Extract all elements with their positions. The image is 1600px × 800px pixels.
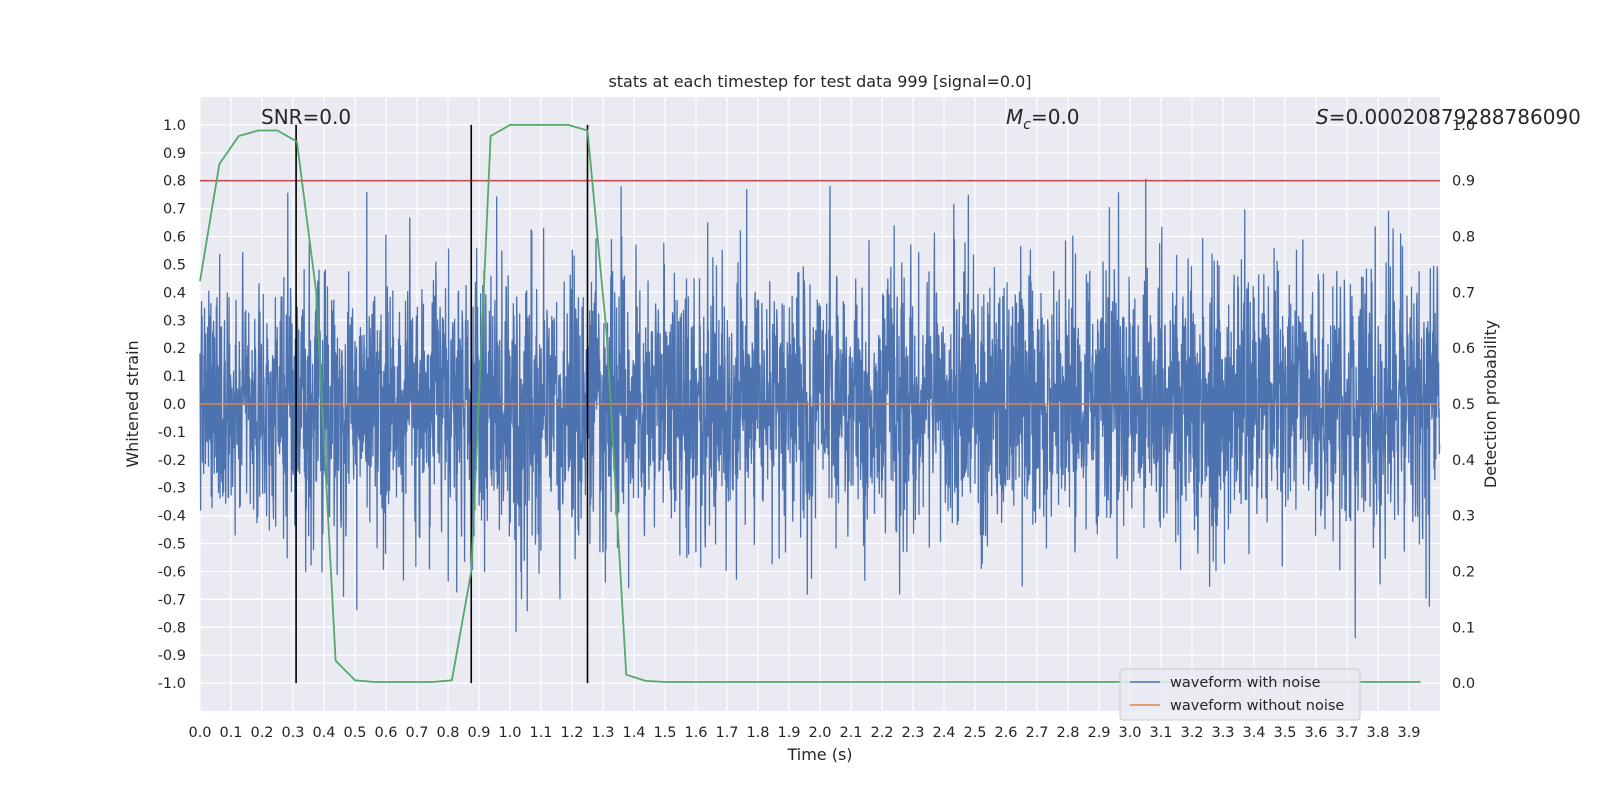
- x-tick-label: 2.8: [1056, 725, 1079, 741]
- y-tick-label: 0.4: [163, 285, 186, 301]
- x-tick-label: 1.7: [715, 725, 738, 741]
- y2-tick-label: 0.0: [1452, 676, 1475, 692]
- waveform-with-noise-path: [199, 178, 1441, 639]
- y2-tick-label: 0.2: [1452, 564, 1475, 580]
- y-tick-label: -0.9: [158, 648, 186, 664]
- y-tick-label: 1.0: [163, 118, 186, 134]
- snr-annotation: SNR=0.0: [261, 105, 351, 129]
- s-value: =0.00020879288786090: [1329, 105, 1581, 129]
- mc-symbol: M: [1006, 105, 1023, 129]
- x-tick-label: 0.7: [405, 725, 428, 741]
- x-tick-label: 0.9: [467, 725, 490, 741]
- x-tick-label: 2.6: [994, 725, 1017, 741]
- x-tick-label: 1.4: [622, 725, 645, 741]
- legend-box: [1119, 668, 1361, 721]
- y-tick-label: -0.6: [158, 564, 186, 580]
- x-tick-label: 0.0: [188, 725, 211, 741]
- y-tick-label: -0.3: [158, 481, 186, 497]
- x-tick-label: 1.0: [498, 725, 521, 741]
- y2-tick-label: 0.4: [1452, 453, 1475, 469]
- x-tick-label: 2.4: [932, 725, 955, 741]
- y-tick-label: 0.8: [163, 174, 186, 190]
- x-tick-label: 3.9: [1397, 725, 1420, 741]
- y-tick-label: -1.0: [158, 676, 186, 692]
- x-tick-label: 3.0: [1118, 725, 1141, 741]
- x-tick-label: 2.2: [870, 725, 893, 741]
- y2-axis-ticks: 1.0 0.9 0.8 0.7 0.6 0.5 0.4 0.3 0.2 0.1 0.0: [1452, 118, 1475, 692]
- y2-tick-label: 0.5: [1452, 397, 1475, 413]
- x-tick-label: 3.1: [1149, 725, 1172, 741]
- y2-tick-label: 0.8: [1452, 230, 1475, 246]
- x-tick-label: 1.9: [777, 725, 800, 741]
- x-tick-label: 1.5: [653, 725, 676, 741]
- x-tick-label: 2.3: [901, 725, 924, 741]
- y2-axis-label: Detection probability: [1481, 320, 1500, 488]
- y-tick-label: 0.6: [163, 230, 186, 246]
- x-tick-label: 2.0: [808, 725, 831, 741]
- mc-annotation: Mc=0.0: [1006, 105, 1080, 133]
- chart-title: stats at each timestep for test data 999…: [608, 72, 1031, 91]
- x-tick-label: 3.8: [1366, 725, 1389, 741]
- x-tick-label: 3.2: [1180, 725, 1203, 741]
- vertical-markers: [295, 124, 589, 684]
- y-tick-label: 0.2: [163, 341, 186, 357]
- y-tick-label: 0.1: [163, 369, 186, 385]
- x-tick-label: 1.2: [560, 725, 583, 741]
- mc-subscript: c: [1023, 117, 1031, 133]
- y-tick-label: 0.0: [163, 397, 186, 413]
- x-tick-label: 0.1: [219, 725, 242, 741]
- x-tick-label: 0.6: [374, 725, 397, 741]
- x-tick-label: 2.9: [1087, 725, 1110, 741]
- y-axis-ticks: 1.0 0.9 0.8 0.7 0.6 0.5 0.4 0.3 0.2 0.1 0.0 -0.1 -0.…: [158, 118, 186, 692]
- y-tick-label: -0.4: [158, 509, 186, 525]
- y-tick-label: 0.5: [163, 257, 186, 273]
- y-tick-label: -0.1: [158, 425, 186, 441]
- mc-value: =0.0: [1031, 105, 1080, 129]
- s-symbol: S: [1316, 105, 1329, 129]
- x-axis-ticks: 0.0 0.1 0.2 0.3 0.4 0.5 0.6 0.7 0.8 0.9 1.0 1.1 1.2 1…: [188, 725, 1420, 741]
- x-tick-label: 1.3: [591, 725, 614, 741]
- x-tick-label: 0.3: [281, 725, 304, 741]
- x-axis-label: Time (s): [786, 745, 852, 764]
- waveform-with-noise-line: [199, 178, 1441, 639]
- x-tick-label: 3.6: [1304, 725, 1327, 741]
- y2-tick-label: 1.0: [1452, 118, 1475, 134]
- y-tick-label: -0.2: [158, 453, 186, 469]
- y-tick-label: 0.3: [163, 313, 186, 329]
- x-tick-label: 3.3: [1211, 725, 1234, 741]
- y2-tick-label: 0.6: [1452, 341, 1475, 357]
- x-tick-label: 1.8: [746, 725, 769, 741]
- x-tick-label: 0.4: [312, 725, 335, 741]
- y-axis-label: Whitened strain: [123, 340, 142, 467]
- y-tick-label: -0.7: [158, 592, 186, 608]
- y-tick-label: -0.5: [158, 537, 186, 553]
- x-tick-label: 1.1: [529, 725, 552, 741]
- y2-tick-label: 0.3: [1452, 509, 1475, 525]
- legend-label-waveform-without-noise: waveform without noise: [1170, 698, 1344, 714]
- legend-label-waveform-with-noise: waveform with noise: [1170, 675, 1321, 691]
- x-tick-label: 3.5: [1273, 725, 1296, 741]
- y-tick-label: 0.9: [163, 146, 186, 162]
- y2-tick-label: 0.1: [1452, 620, 1475, 636]
- s-annotation: S=0.00020879288786090: [1316, 105, 1581, 129]
- x-tick-label: 3.7: [1335, 725, 1358, 741]
- x-tick-label: 1.6: [684, 725, 707, 741]
- x-tick-label: 0.2: [250, 725, 273, 741]
- x-tick-label: 2.7: [1025, 725, 1048, 741]
- x-tick-label: 3.4: [1242, 725, 1265, 741]
- y-tick-label: 0.7: [163, 202, 186, 218]
- y-tick-label: -0.8: [158, 620, 186, 636]
- y2-tick-label: 0.7: [1452, 285, 1475, 301]
- y2-tick-label: 0.9: [1452, 174, 1475, 190]
- x-tick-label: 0.8: [436, 725, 459, 741]
- x-tick-label: 0.5: [343, 725, 366, 741]
- x-tick-label: 2.1: [839, 725, 862, 741]
- legend: waveform with noise waveform without noi…: [1119, 668, 1361, 721]
- x-tick-label: 2.5: [963, 725, 986, 741]
